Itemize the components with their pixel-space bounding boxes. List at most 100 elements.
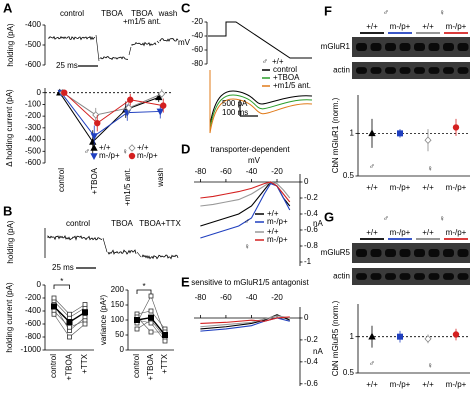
- x-tick-label: -60: [220, 167, 232, 176]
- x-tick-label: -40: [246, 167, 258, 176]
- blot-band: [443, 43, 454, 51]
- blot-band: [370, 273, 382, 280]
- blot-band: [443, 249, 454, 257]
- point: [92, 111, 100, 119]
- blot-band: [414, 43, 425, 51]
- point: [51, 303, 58, 310]
- blot-band: [370, 43, 382, 51]
- y-tick-label: -0.2: [304, 335, 318, 344]
- y-tick-label: 0: [37, 88, 42, 97]
- blot: [352, 243, 470, 263]
- significance-bracket: [136, 289, 152, 294]
- y-tick-label: 0: [304, 313, 309, 322]
- blot-band: [399, 249, 411, 257]
- point: [452, 331, 460, 338]
- trace: [47, 35, 96, 41]
- blot-band: [414, 249, 425, 257]
- trace: [141, 254, 179, 260]
- sex-symbol: ♀: [427, 361, 433, 370]
- legend-marker: [90, 153, 98, 161]
- point: [51, 295, 57, 301]
- y-tick-label: 0.5: [343, 368, 355, 377]
- y-tick-label: -400: [25, 20, 42, 29]
- y-tick-label: -0.6: [304, 225, 318, 234]
- x-tick-label: +TTX: [80, 353, 89, 373]
- y-tick-label: -60: [191, 45, 203, 54]
- blot-band: [370, 249, 382, 257]
- y-axis-label: holding current (pA): [5, 282, 14, 353]
- iv-curve: [200, 317, 290, 332]
- series-line: [62, 92, 162, 116]
- legend-label: +/+: [99, 143, 111, 152]
- sex-symbol: ♀: [427, 164, 433, 173]
- condition-label: wash: [158, 9, 178, 18]
- point: [51, 311, 57, 317]
- blot-band: [399, 273, 411, 280]
- genotype-label: m-/p+: [390, 228, 411, 237]
- point: [148, 293, 154, 299]
- y-tick-label: -200: [25, 293, 42, 302]
- x-tick-label: +TBOA: [146, 353, 155, 380]
- legend-marker: [128, 144, 136, 152]
- sex-symbol: ♂: [383, 8, 389, 17]
- point: [94, 119, 101, 127]
- y-tick-label: -40: [191, 31, 203, 40]
- blot-label: actin: [333, 66, 350, 75]
- y-tick-label: 0.5: [343, 171, 355, 180]
- trace: [99, 56, 129, 61]
- x-tick-label: +/+: [366, 380, 378, 389]
- point: [158, 90, 166, 98]
- y-tick-label: 1: [350, 332, 355, 341]
- blot-label: mGluR5: [321, 248, 351, 257]
- panel-label: B: [3, 203, 12, 218]
- blot-band: [414, 67, 425, 74]
- blot-label: actin: [333, 272, 350, 281]
- point: [452, 124, 460, 131]
- blot-band: [428, 43, 440, 51]
- y-tick-label: 0: [304, 177, 309, 186]
- x-tick-label: -20: [271, 293, 283, 302]
- trace: [209, 70, 313, 134]
- y-tick-label: -200: [25, 111, 42, 120]
- scale-label: 100 ms: [222, 108, 248, 117]
- point: [61, 89, 68, 96]
- y-axis-label: Δ holding current (pA): [5, 89, 14, 167]
- y-axis-label: CbN mGluR5 (norm.): [331, 300, 340, 376]
- blot-band: [399, 43, 411, 51]
- break-mark: [156, 40, 160, 44]
- point: [134, 326, 140, 332]
- point: [160, 102, 167, 109]
- y-tick-label: -600: [25, 60, 42, 69]
- panel-label: D: [181, 141, 190, 156]
- sex-symbol: ♀: [122, 147, 128, 156]
- condition-label: TBOA: [101, 9, 123, 18]
- break-mark: [102, 237, 108, 253]
- y-tick-label: -800: [25, 332, 42, 341]
- x-tick-label: wash: [156, 168, 165, 188]
- y-tick-label: -300: [25, 123, 42, 132]
- legend-label: m-/p+: [137, 151, 158, 160]
- x-tick-label: m-/p+: [390, 380, 411, 389]
- y-tick-label: -1000: [21, 345, 42, 354]
- sex-symbol: ♂: [383, 214, 389, 223]
- trace: [159, 38, 179, 42]
- blot-band: [457, 43, 469, 51]
- break-mark: [95, 34, 100, 62]
- point: [155, 93, 163, 101]
- panel-label: E: [181, 274, 190, 289]
- iv-curve: [200, 181, 291, 203]
- sex-symbol: ♂: [84, 147, 90, 156]
- trace: [209, 70, 313, 126]
- x-tick-label: m-/p+: [446, 183, 467, 192]
- x-axis-label: mV: [248, 156, 261, 165]
- legend-marker: [90, 143, 98, 151]
- genotype-label: +/+: [366, 228, 378, 237]
- blot-band: [443, 273, 454, 280]
- trace: [47, 235, 103, 241]
- point: [66, 319, 73, 326]
- y-tick-label: -1: [304, 257, 312, 266]
- scale-label: 25 ms: [56, 61, 78, 70]
- panel-label: C: [181, 0, 191, 15]
- legend-label: m-/p+: [99, 151, 120, 160]
